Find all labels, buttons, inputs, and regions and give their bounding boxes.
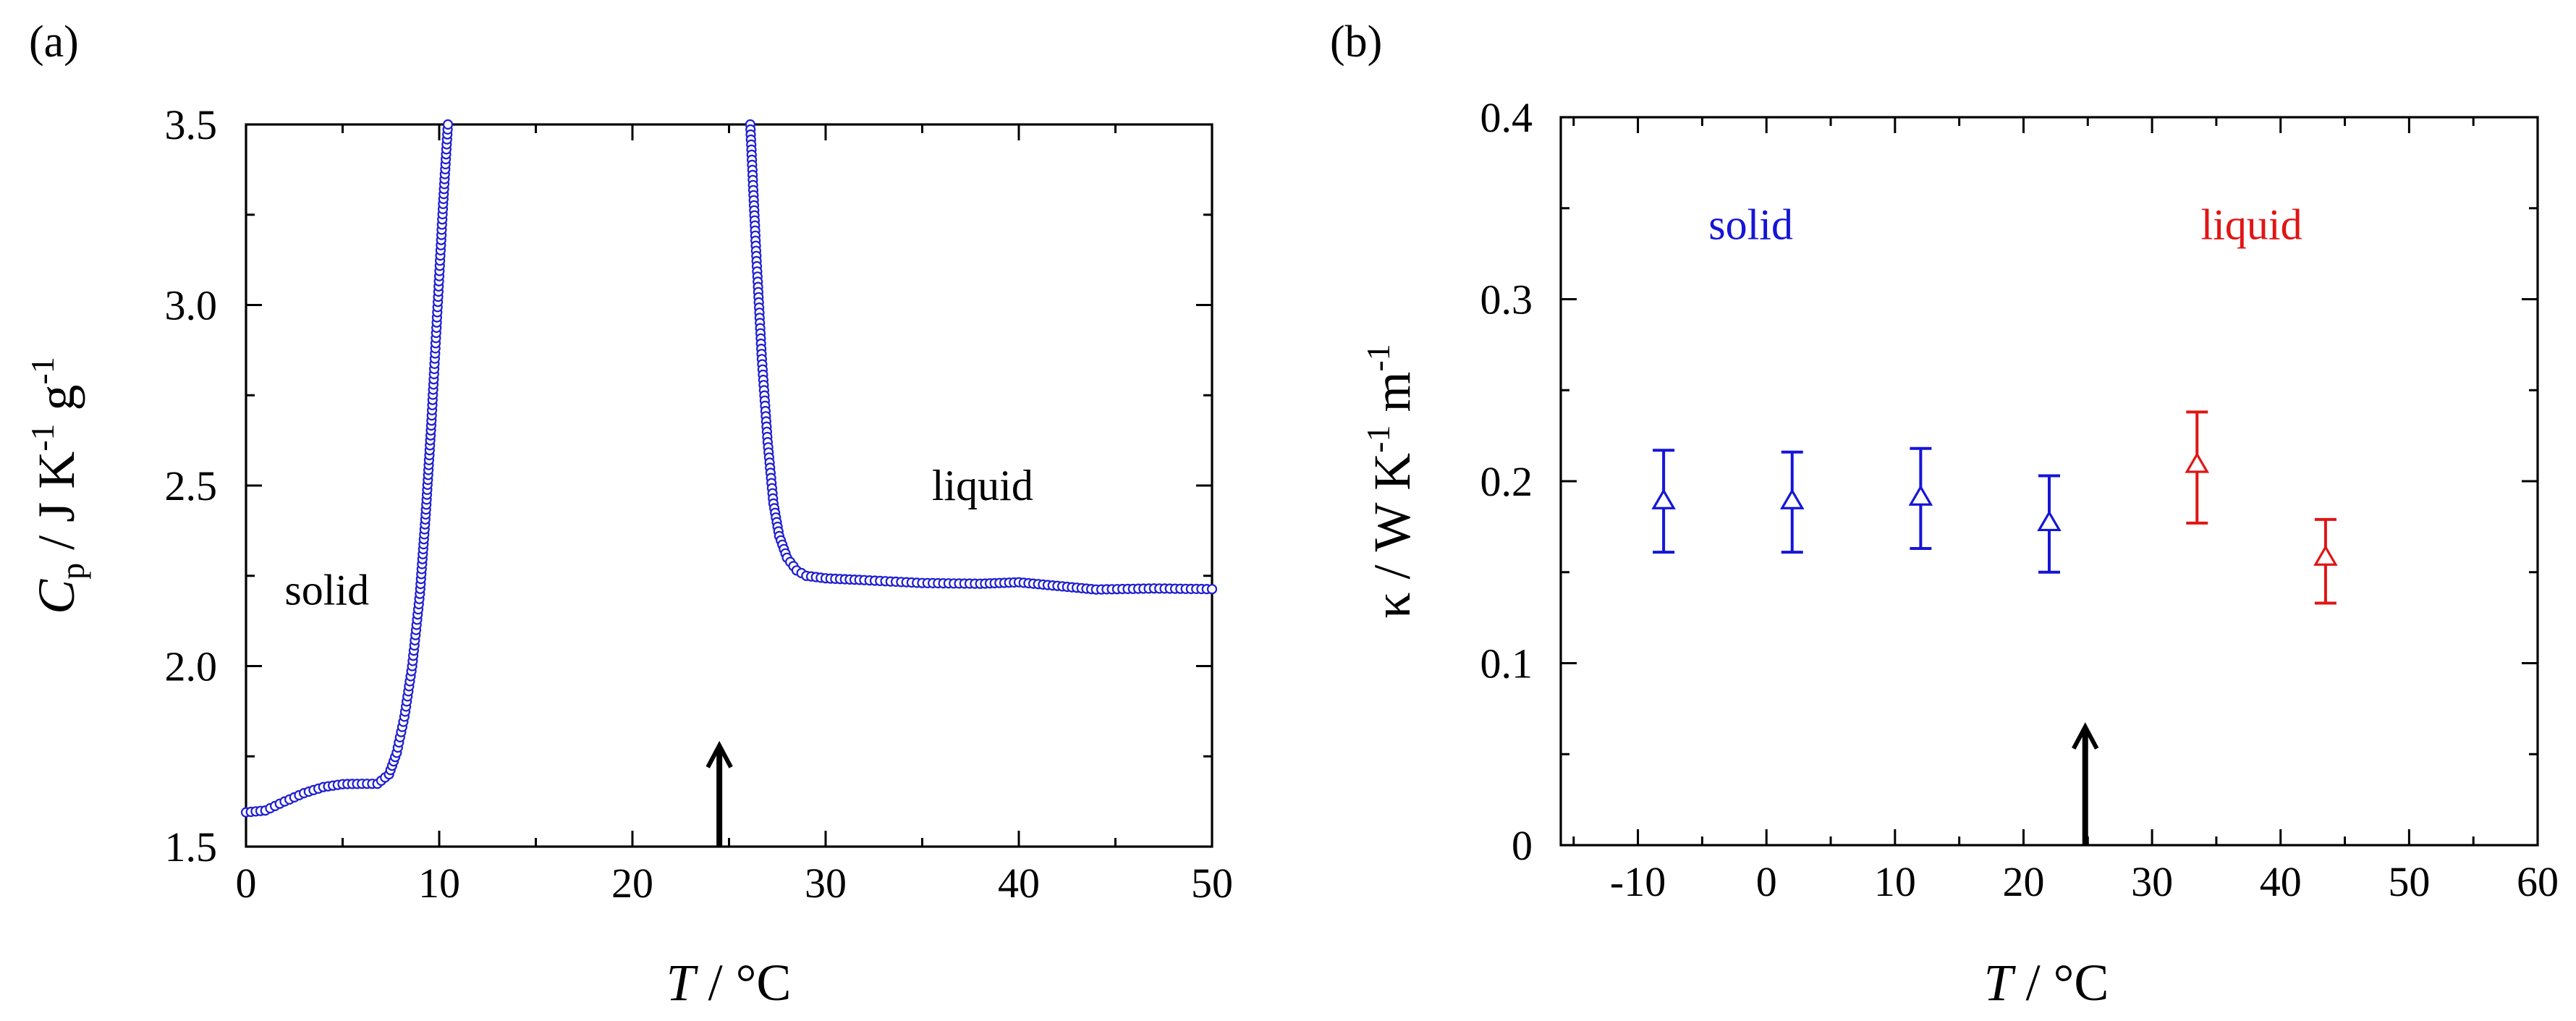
x-tick-label: 20: [611, 860, 653, 907]
x-tick-label: 60: [2517, 858, 2559, 905]
annotation-liquid: liquid: [2201, 201, 2302, 249]
panel-b-label: (b): [1330, 17, 1382, 67]
solid-point-1: [1651, 449, 1676, 554]
y-tick-label: 0: [1512, 822, 1533, 869]
x-tick-label: 30: [2131, 858, 2173, 905]
panel-b-y-axis-title: κ / W K-1 m-1: [1360, 344, 1421, 619]
triangle-marker: [2185, 452, 2210, 473]
panel-b-y-ticks: 0 0.1 0.2 0.3 0.4: [1480, 94, 2538, 869]
panel-a-label: (a): [29, 17, 79, 67]
panel-a-series: [240, 119, 1218, 818]
liquid-point-2: [2313, 517, 2338, 605]
panel-a-y-ticks: 1.5 2.0 2.5 3.0 3.5: [165, 101, 1212, 870]
transition-arrow: [706, 740, 733, 847]
y-tick-label: 0.1: [1480, 640, 1533, 687]
x-tick-label: 40: [2260, 858, 2302, 905]
triangle-marker: [1908, 485, 1933, 506]
arrow-head: [2072, 722, 2099, 750]
y-tick-label: 1.5: [165, 823, 218, 870]
x-tick-label: 40: [998, 860, 1040, 907]
panel-a: (a) 0 10 20 30 40 50 1.5 2.0 2.5 3.0 3.5 solid liq…: [24, 17, 1233, 1012]
x-tick-label: 10: [1874, 858, 1916, 905]
panel-a-x-ticks: 0 10 20 30 40 50: [236, 124, 1233, 907]
panel-b-x-ticks: -10 0 10 20 30 40 50 60: [1572, 117, 2559, 905]
cp-data-point: [1206, 584, 1218, 595]
panel-a-x-axis-title: T / °C: [666, 954, 792, 1012]
cp-curve-line-1: [245, 124, 449, 814]
panel-a-plot-frame: [245, 123, 1213, 848]
y-tick-label: 3.0: [165, 282, 218, 329]
panel-b: (b) -10 0 10 20 30 40 50 60 0 0.1 0.2 0.3 0.4 solid…: [1330, 17, 2559, 1012]
x-tick-label: 50: [2388, 858, 2430, 905]
panel-a-y-axis-title: Cp / J K-1 g-1: [24, 357, 91, 614]
panel-b-annotations: solid liquid: [1708, 201, 2302, 845]
x-tick-label: 0: [1756, 858, 1777, 905]
annotation-liquid: liquid: [932, 462, 1033, 509]
solid-point-4: [2037, 474, 2062, 574]
y-tick-label: 0.3: [1480, 276, 1533, 323]
arrow-head: [706, 740, 733, 768]
y-tick-label: 2.0: [165, 643, 218, 690]
annotation-solid: solid: [1708, 201, 1793, 249]
panel-b-x-axis-title: T / °C: [1984, 954, 2109, 1012]
triangle-marker: [2037, 510, 2062, 532]
x-tick-label: 50: [1191, 860, 1233, 907]
x-tick-label: 10: [418, 860, 460, 907]
annotation-solid: solid: [284, 567, 369, 614]
transition-arrow: [2072, 722, 2099, 845]
y-tick-label: 0.4: [1480, 94, 1533, 141]
panel-b-series: [1651, 410, 2338, 605]
triangle-marker: [1779, 488, 1805, 509]
solid-point-2: [1779, 450, 1805, 554]
x-tick-label: 30: [805, 860, 847, 907]
triangle-marker: [1651, 488, 1676, 509]
x-tick-label: 20: [2002, 858, 2044, 905]
panel-a-annotations: solid liquid: [284, 462, 1033, 847]
x-tick-label: 0: [236, 860, 257, 907]
triangle-marker: [2313, 545, 2338, 566]
y-tick-label: 2.5: [165, 462, 218, 509]
solid-point-3: [1908, 446, 1933, 551]
x-tick-label: -10: [1610, 858, 1666, 905]
y-tick-label: 3.5: [165, 101, 218, 148]
liquid-point-1: [2185, 410, 2210, 525]
y-tick-label: 0.2: [1480, 458, 1533, 505]
cp-curve-line-2: [748, 124, 1213, 591]
cp-data-point: [442, 119, 454, 130]
